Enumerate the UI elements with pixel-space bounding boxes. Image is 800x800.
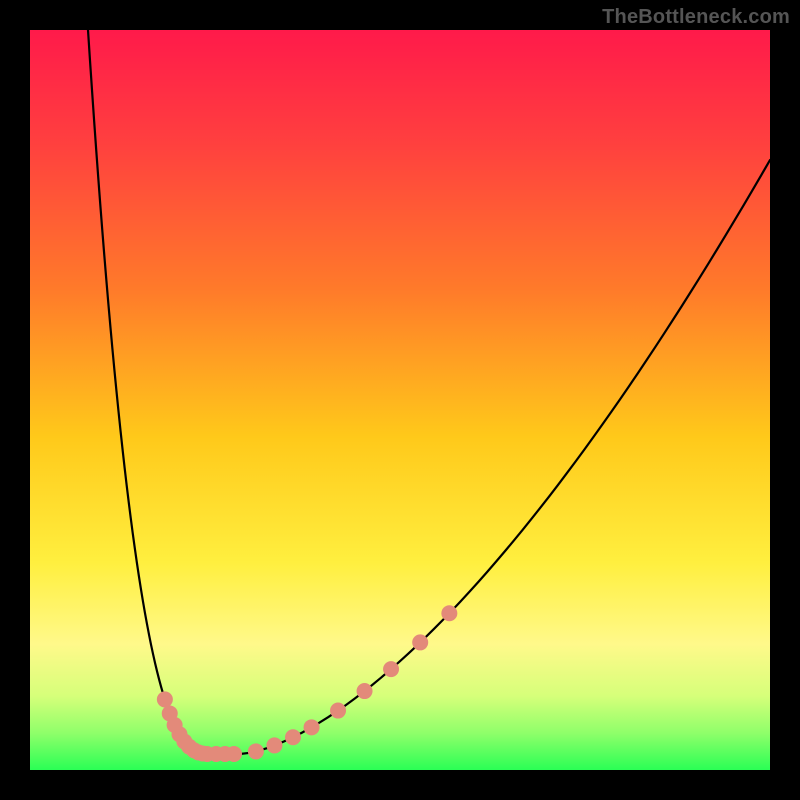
plot-svg <box>30 30 770 770</box>
data-dot <box>266 737 282 753</box>
watermark-text: TheBottleneck.com <box>602 6 790 29</box>
gradient-background <box>30 30 770 770</box>
data-dot <box>248 743 264 759</box>
chart-frame: TheBottleneck.com <box>0 0 800 800</box>
data-dot <box>304 719 320 735</box>
data-dot <box>383 661 399 677</box>
data-dot <box>330 703 346 719</box>
data-dot <box>226 746 242 762</box>
data-dot <box>412 634 428 650</box>
data-dot <box>357 683 373 699</box>
data-dot <box>441 605 457 621</box>
data-dot <box>285 729 301 745</box>
plot-area <box>30 30 770 770</box>
data-dot <box>157 691 173 707</box>
